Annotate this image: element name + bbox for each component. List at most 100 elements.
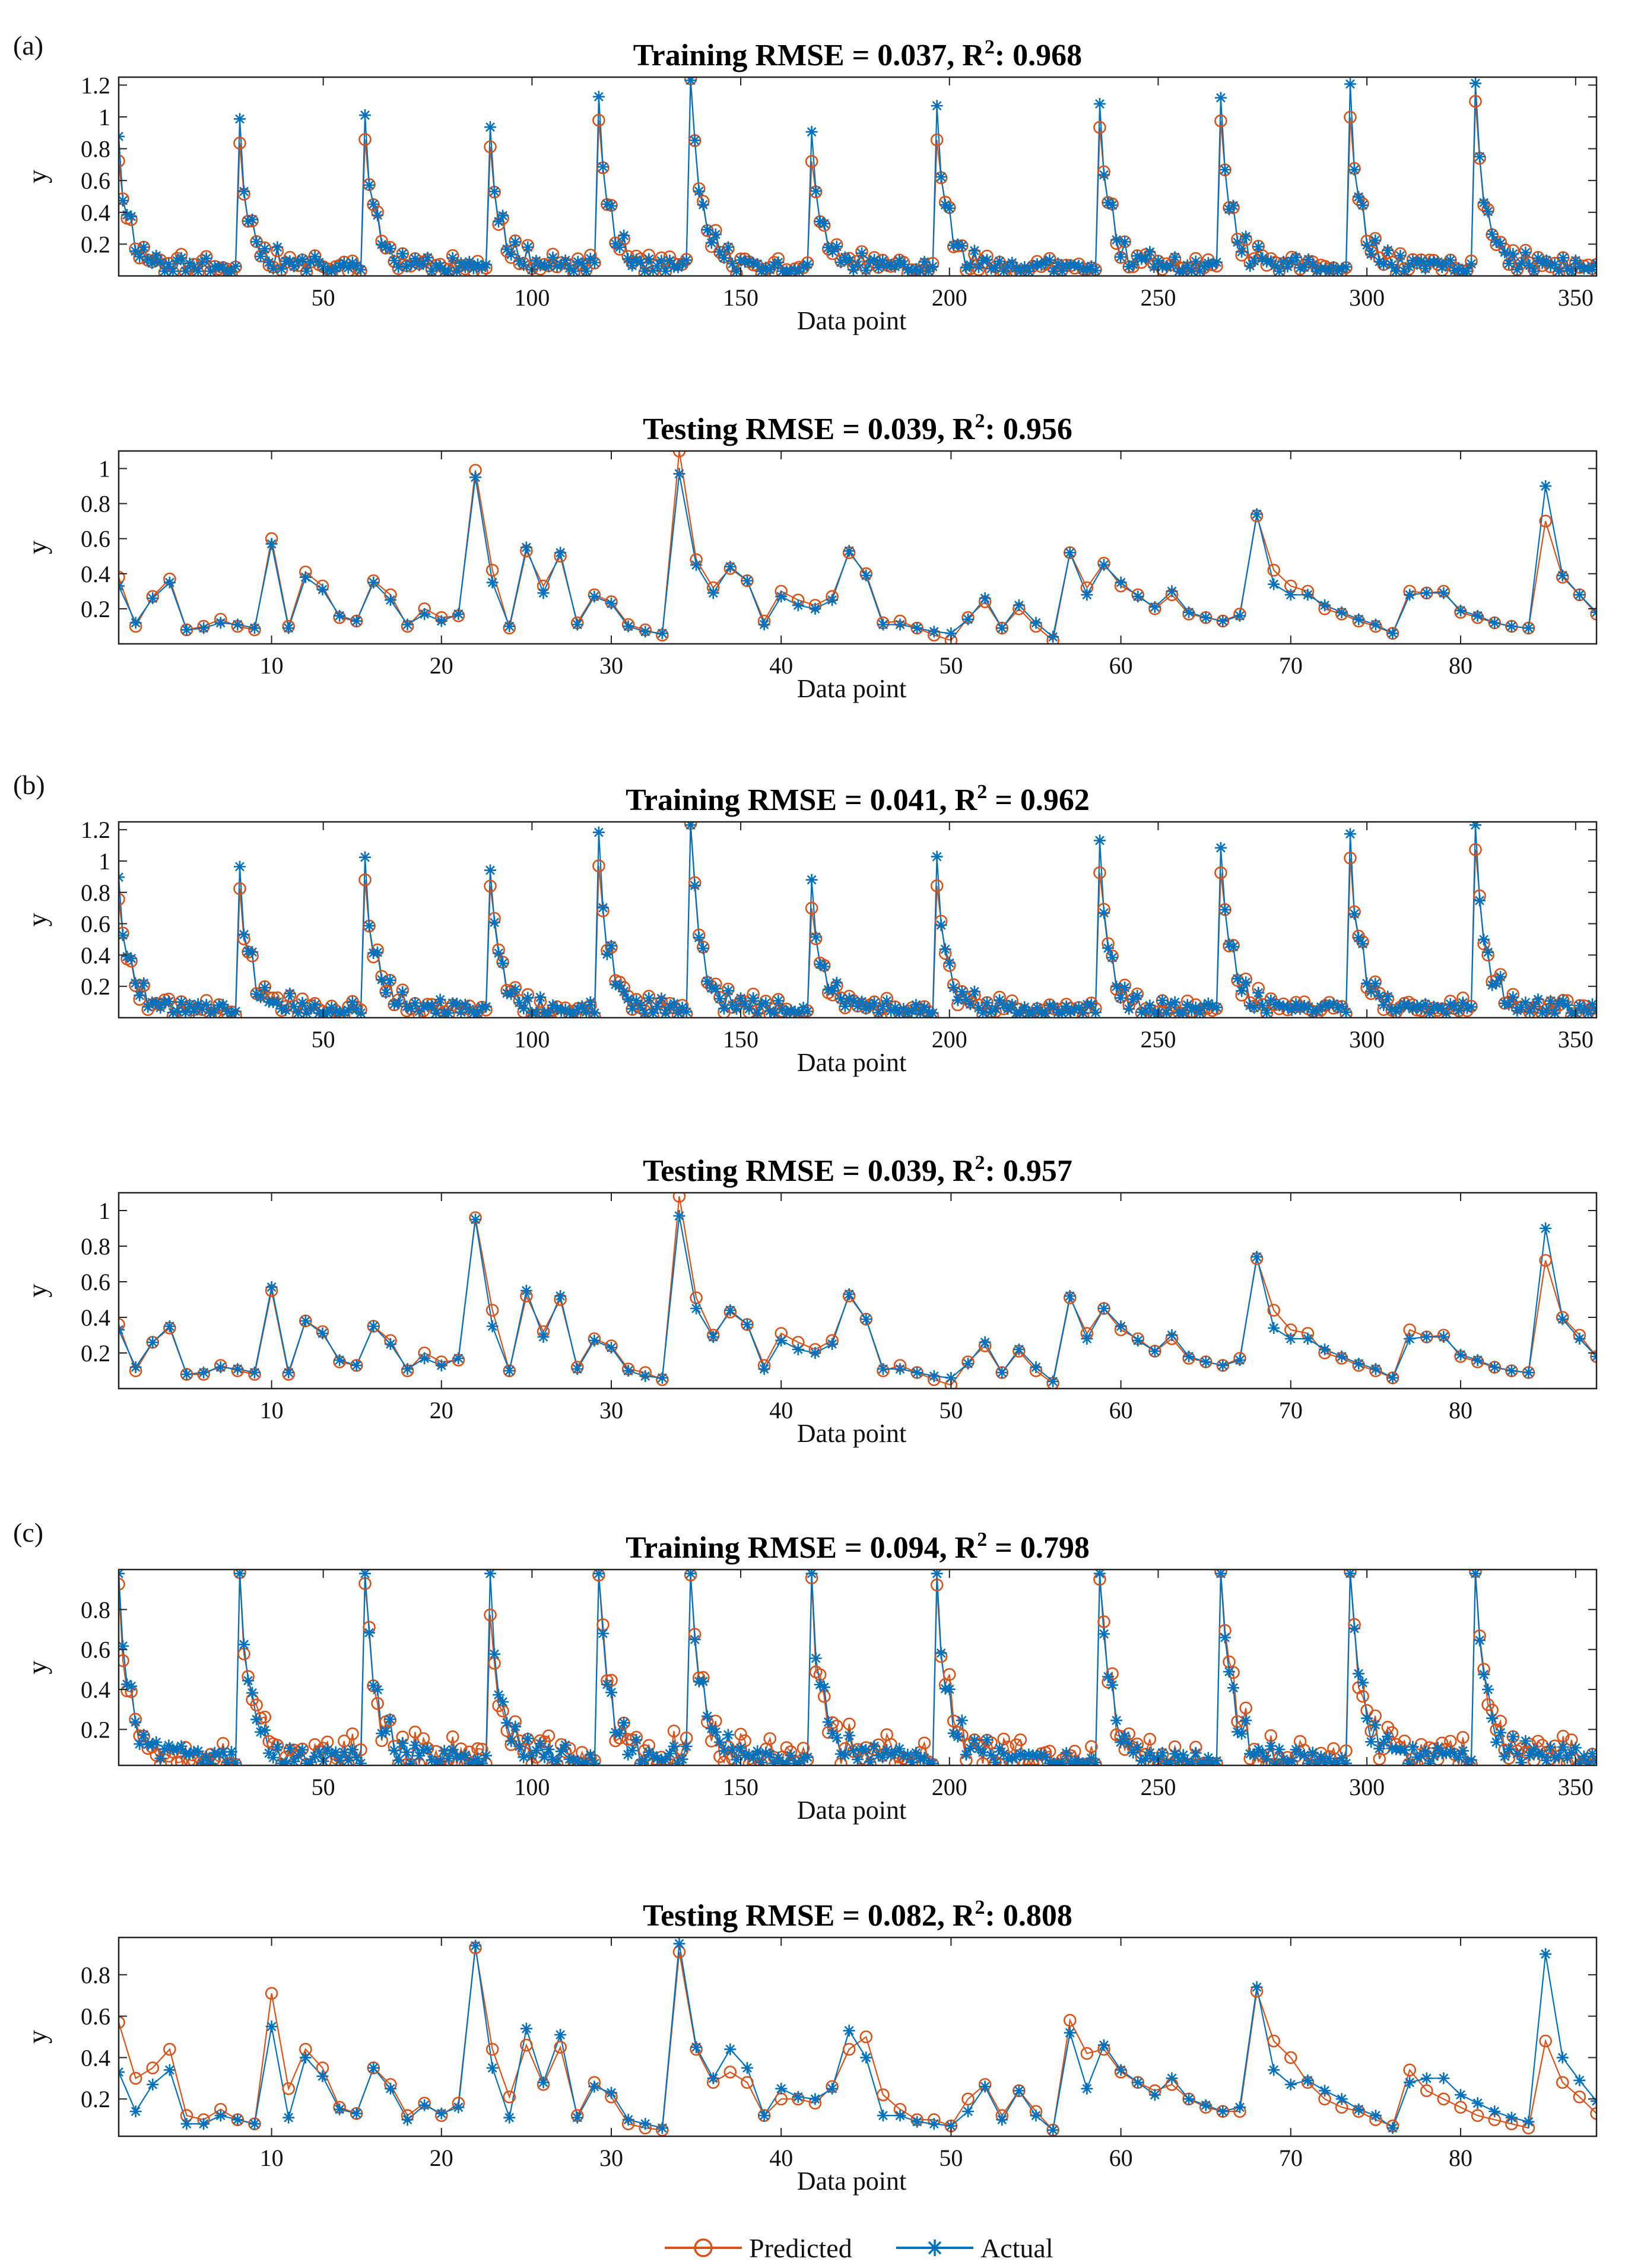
actual-point — [480, 258, 492, 271]
chart-title-tail: : 0.957 — [985, 1154, 1072, 1188]
actual-point — [756, 998, 768, 1011]
actual-point — [626, 259, 639, 272]
actual-point — [751, 258, 764, 270]
actual-point — [639, 1754, 651, 1765]
y-tick-label: 1 — [99, 848, 110, 875]
actual-point — [1294, 1748, 1306, 1761]
actual-point — [801, 1005, 814, 1018]
actual-point — [231, 1363, 244, 1375]
predicted-point — [1385, 1726, 1399, 1739]
actual-point — [760, 997, 772, 1009]
actual-point — [198, 622, 210, 634]
actual-point — [350, 615, 363, 627]
x-tick-label: 70 — [1279, 652, 1303, 679]
actual-point — [1277, 256, 1290, 268]
chart-panel: Testing RMSE = 0.039, R2: 0.957 10 20 30 40 5… — [22, 1152, 1598, 1448]
actual-point — [1373, 255, 1386, 268]
actual-point — [1528, 265, 1540, 276]
actual-point — [1268, 2064, 1280, 2076]
axes-box — [118, 76, 1598, 277]
actual-point — [775, 2082, 788, 2095]
actual-point — [1335, 262, 1348, 275]
y-tick-label: 0.2 — [81, 596, 110, 622]
predicted-point — [1590, 1758, 1597, 1765]
actual-point — [994, 994, 1006, 1006]
actual-point — [1236, 984, 1248, 997]
actual-point — [196, 1757, 208, 1765]
actual-point — [622, 620, 634, 633]
actual-point — [1014, 1007, 1027, 1018]
actual-point — [839, 1000, 851, 1012]
actual-point — [1298, 1749, 1310, 1761]
actual-point — [1072, 1001, 1085, 1014]
actual-point — [1210, 1001, 1223, 1014]
actual-point — [826, 1338, 839, 1350]
actual-point — [1415, 1750, 1427, 1762]
actual-point — [501, 1717, 513, 1729]
predicted-point — [1093, 866, 1106, 879]
actual-point — [1248, 255, 1261, 267]
actual-point — [1302, 589, 1314, 601]
x-tick-label: 60 — [1109, 2145, 1133, 2171]
actual-point — [918, 1001, 931, 1014]
actual-point — [588, 256, 601, 269]
actual-point — [438, 1745, 450, 1757]
actual-point — [1353, 1358, 1365, 1370]
actual-point — [1578, 1750, 1590, 1762]
actual-point — [626, 1002, 639, 1015]
actual-point — [709, 1726, 722, 1738]
actual-point — [418, 2099, 431, 2111]
actual-point — [1310, 1757, 1323, 1765]
actual-point — [643, 253, 655, 265]
actual-point — [1573, 589, 1586, 601]
actual-point — [1181, 999, 1194, 1011]
actual-point — [885, 259, 897, 271]
actual-point — [180, 1368, 193, 1380]
actual-point — [1218, 904, 1231, 916]
actual-point — [1353, 190, 1365, 203]
predicted-point — [684, 1570, 697, 1581]
actual-point — [392, 1754, 405, 1765]
actual-point — [221, 1756, 233, 1765]
actual-point — [881, 1744, 893, 1756]
actual-point — [350, 1359, 363, 1371]
actual-point — [872, 262, 885, 274]
x-tick-label: 300 — [1349, 284, 1385, 311]
actual-point — [881, 260, 893, 272]
plot-area — [119, 1937, 1597, 2136]
actual-point — [1455, 2089, 1467, 2101]
actual-point — [388, 1744, 401, 1756]
x-tick-label: 40 — [769, 652, 793, 679]
actual-point — [265, 538, 278, 550]
actual-point — [1056, 1007, 1068, 1018]
actual-point — [316, 2070, 329, 2082]
actual-point — [537, 587, 550, 599]
predicted-point — [842, 2043, 856, 2056]
predicted-point — [1564, 1733, 1578, 1746]
actual-point — [405, 1002, 417, 1015]
actual-point — [409, 252, 421, 265]
actual-point — [125, 952, 138, 965]
actual-point — [605, 200, 617, 212]
actual-point — [1427, 1750, 1440, 1762]
actual-point — [1486, 979, 1499, 992]
actual-point — [1269, 998, 1281, 1011]
actual-point — [1515, 257, 1528, 269]
actual-point — [1357, 199, 1369, 211]
y-tick-label: 0.8 — [81, 1233, 110, 1260]
predicted-point — [1573, 2090, 1586, 2104]
axes-box — [118, 1192, 1598, 1390]
plot-area — [119, 1193, 1597, 1389]
actual-point — [1482, 946, 1494, 958]
actual-point — [709, 983, 722, 995]
actual-point — [467, 262, 480, 275]
actual-point — [1214, 1570, 1227, 1580]
actual-point — [259, 243, 271, 255]
actual-point — [1490, 236, 1503, 248]
actual-point — [555, 259, 567, 271]
actual-point — [1056, 1757, 1068, 1765]
actual-point — [1444, 1746, 1456, 1758]
actual-point — [1106, 1679, 1119, 1691]
actual-point — [822, 983, 834, 996]
